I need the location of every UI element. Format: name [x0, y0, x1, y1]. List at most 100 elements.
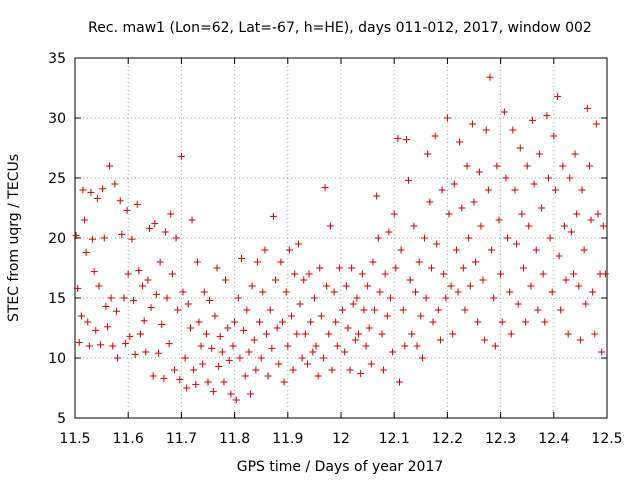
y-tick-label: 20: [48, 231, 66, 247]
data-point: [449, 330, 457, 338]
data-point: [440, 270, 448, 278]
data-point: [422, 294, 430, 302]
data-point: [323, 282, 331, 290]
data-point: [465, 234, 473, 242]
data-point: [264, 372, 272, 380]
data-point: [155, 349, 163, 357]
data-point: [571, 150, 579, 158]
data-point: [326, 222, 334, 230]
data-point: [114, 354, 122, 362]
data-point: [316, 264, 324, 272]
data-point: [269, 212, 277, 220]
data-point: [158, 320, 166, 328]
x-tick-label: 12.5: [591, 431, 622, 447]
data-point: [124, 270, 132, 278]
data-point: [222, 276, 230, 284]
data-point: [383, 312, 391, 320]
data-point: [532, 246, 540, 254]
data-point: [583, 104, 591, 112]
data-point: [431, 132, 439, 140]
data-point: [241, 372, 249, 380]
data-point: [564, 330, 572, 338]
data-point: [585, 162, 593, 170]
data-point: [84, 318, 92, 326]
data-point: [293, 330, 301, 338]
data-point: [346, 366, 354, 374]
data-point: [355, 330, 363, 338]
data-point: [278, 318, 286, 326]
data-point: [490, 294, 498, 302]
data-point: [272, 276, 280, 284]
data-point: [386, 294, 394, 302]
data-point: [543, 112, 551, 120]
data-point: [365, 324, 373, 332]
data-point: [100, 234, 108, 242]
x-tick-label: 11.9: [272, 431, 303, 447]
data-point: [474, 318, 482, 326]
data-point: [109, 342, 117, 350]
data-point: [381, 270, 389, 278]
data-point: [333, 342, 341, 350]
data-point: [408, 330, 416, 338]
data-point: [518, 210, 526, 218]
data-point: [557, 306, 565, 314]
data-point: [516, 144, 524, 152]
data-point: [534, 306, 542, 314]
data-point: [573, 210, 581, 218]
data-point: [240, 326, 248, 334]
x-tick-label: 11.6: [113, 431, 144, 447]
data-point: [456, 138, 464, 146]
data-point: [220, 378, 228, 386]
data-point: [200, 288, 208, 296]
data-point: [325, 330, 333, 338]
data-point: [257, 354, 265, 362]
data-point: [261, 246, 269, 254]
x-tick-label: 12: [332, 431, 350, 447]
data-point: [550, 132, 558, 140]
data-point: [539, 270, 547, 278]
data-point: [294, 240, 302, 248]
y-tick-labels: 5 10 15 20 25 30 35: [48, 51, 66, 427]
data-point: [506, 288, 514, 296]
data-point: [522, 318, 530, 326]
data-point: [289, 366, 297, 374]
data-point: [410, 222, 418, 230]
data-point: [123, 206, 131, 214]
data-point: [554, 92, 562, 100]
data-point: [252, 366, 260, 374]
data-point: [167, 210, 175, 218]
data-point: [314, 372, 322, 380]
data-point: [106, 162, 114, 170]
data-point: [284, 342, 292, 350]
data-point: [472, 258, 480, 266]
data-point: [401, 342, 409, 350]
data-point: [256, 318, 264, 326]
data-point: [82, 248, 90, 256]
data-point: [107, 294, 115, 302]
data-point: [259, 288, 267, 296]
x-tick-label: 12.1: [379, 431, 410, 447]
data-point: [282, 288, 290, 296]
data-point: [488, 246, 496, 254]
data-point: [285, 246, 293, 254]
data-point: [466, 282, 474, 290]
data-point: [599, 222, 607, 230]
data-point: [243, 306, 251, 314]
chart-title: Rec. maw1 (Lon=62, Lat=-67, h=HE), days …: [88, 20, 592, 36]
data-point: [128, 235, 136, 243]
y-tick-label: 35: [48, 51, 66, 67]
y-tick-label: 30: [48, 111, 66, 127]
data-point: [497, 270, 505, 278]
data-point: [360, 306, 368, 314]
data-point: [523, 162, 531, 170]
data-point: [93, 194, 101, 202]
data-point: [450, 180, 458, 188]
data-point: [300, 276, 308, 284]
data-point: [402, 136, 410, 144]
data-point: [103, 323, 111, 331]
data-point: [349, 300, 357, 308]
data-point: [211, 312, 219, 320]
y-tick-label: 25: [48, 171, 66, 187]
data-point: [208, 344, 216, 352]
data-point: [172, 234, 180, 242]
